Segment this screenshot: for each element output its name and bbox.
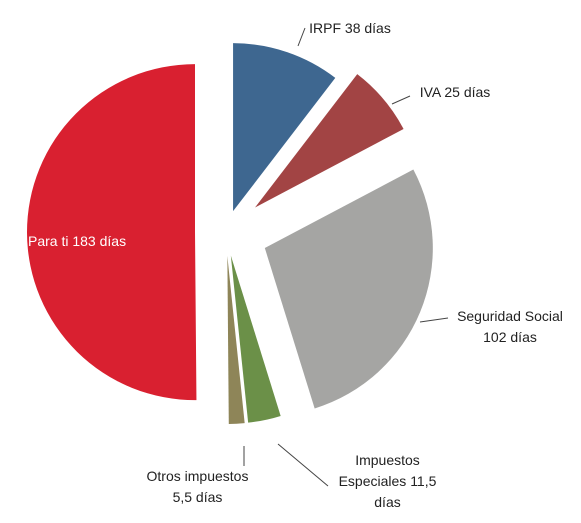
pie-slice: [233, 43, 336, 212]
leader-line: [277, 443, 329, 487]
value-label: 11,5 días: [374, 473, 437, 510]
pie-slice: [227, 255, 245, 424]
slice-label: IRPF 38 días: [300, 18, 400, 39]
value-label: 5,5 días: [172, 489, 223, 505]
category-label: IRPF: [309, 20, 342, 36]
pie-slice: [27, 64, 197, 401]
slice-label: IVA 25 días: [405, 82, 505, 103]
category-label: Seguridad Social: [457, 308, 563, 324]
slice-label: Para ti 183 días: [28, 231, 158, 252]
slice-label: Impuestos Especiales 11,5 días: [325, 450, 450, 513]
leader-line: [297, 27, 306, 47]
category-label: Impuestos Especiales: [338, 452, 420, 489]
category-label: IVA: [419, 84, 441, 100]
slice-label: Otros impuestos 5,5 días: [140, 466, 255, 508]
pie-slice: [255, 74, 404, 208]
value-label: 183 días: [72, 233, 127, 249]
pie-slice: [264, 169, 433, 409]
value-label: 102 días: [483, 329, 537, 345]
leader-line: [419, 317, 449, 323]
slice-label: Seguridad Social 102 días: [445, 306, 575, 348]
pie-slice: [230, 255, 281, 423]
value-label: 38 días: [344, 20, 391, 36]
value-label: 25 días: [444, 84, 491, 100]
leader-line: [391, 95, 411, 105]
category-label: Para ti: [28, 233, 69, 249]
category-label: Otros impuestos: [146, 468, 249, 484]
